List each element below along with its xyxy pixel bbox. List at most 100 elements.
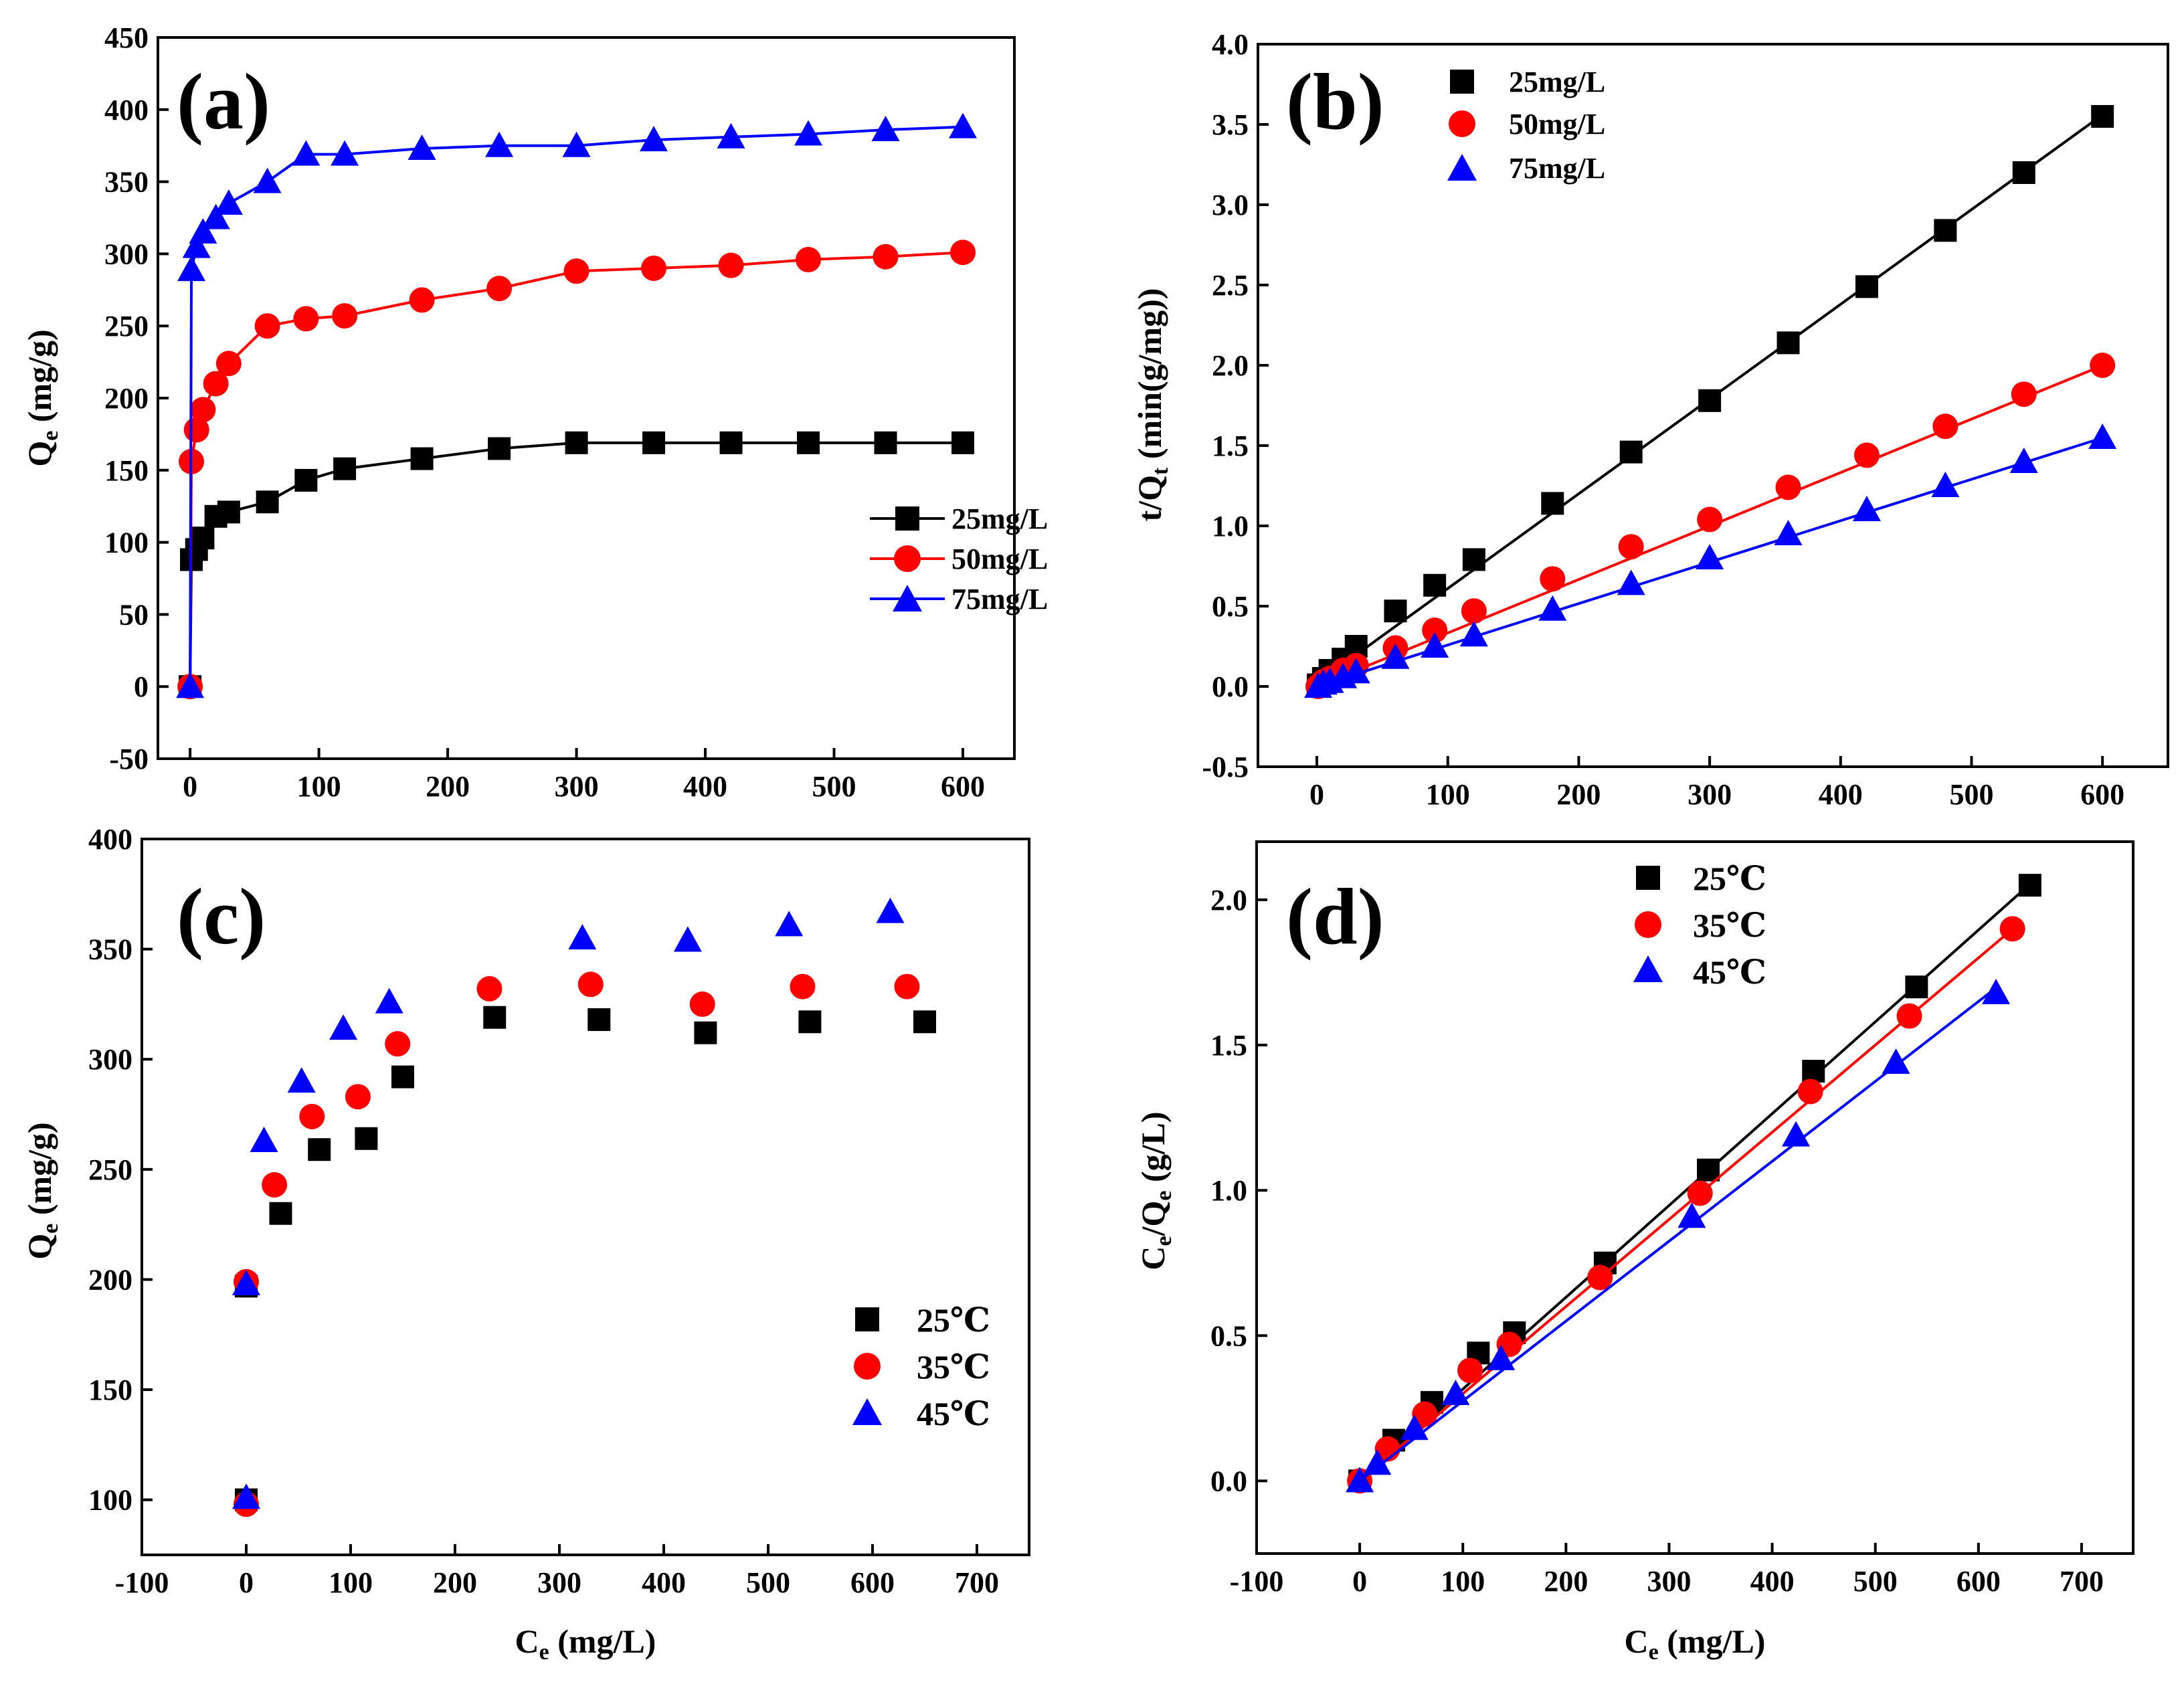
x-tick-label: 0 — [183, 770, 197, 803]
data-point-a-50mgl — [409, 287, 435, 313]
legend-c-marker-25 — [855, 1307, 879, 1331]
data-point-a-25mgl — [642, 431, 666, 454]
data-point-a-50mgl — [190, 397, 216, 423]
y-tick-label: 400 — [88, 823, 132, 856]
data-point-c-25 — [308, 1138, 331, 1161]
legend-b-label-50: 50mg/L — [1509, 108, 1605, 140]
data-point-d-45 — [1487, 1345, 1516, 1371]
x-tick-label: 700 — [2060, 1565, 2104, 1598]
legend-c-label-25: 25℃ — [917, 1301, 990, 1339]
legend-c-marker-35 — [854, 1353, 881, 1380]
data-point-a-75mgl — [794, 120, 823, 146]
panel-c-plot-frame — [141, 838, 1030, 1556]
x-tick-label: 400 — [683, 770, 727, 803]
data-point-d-35 — [1412, 1401, 1438, 1427]
y-tick-label: -50 — [109, 743, 149, 775]
data-point-b-25mgl — [1541, 492, 1564, 515]
data-point-c-25 — [269, 1202, 292, 1225]
data-point-b-75mgl — [1852, 496, 1881, 521]
y-tick-label: 300 — [104, 238, 149, 270]
data-point-c-45 — [250, 1127, 278, 1153]
y-tick-label: 0.0 — [1212, 670, 1249, 703]
x-tick-label: 0 — [239, 1566, 254, 1599]
data-point-a-25mgl — [294, 468, 318, 492]
y-tick-label: 300 — [88, 1043, 132, 1076]
data-point-b-75mgl — [1381, 643, 1410, 669]
data-point-c-25 — [694, 1021, 717, 1044]
data-point-a-50mgl — [718, 252, 744, 278]
data-point-a-25mgl — [719, 431, 743, 454]
data-point-c-45 — [287, 1067, 316, 1093]
y-tick-label: 200 — [104, 382, 149, 415]
data-point-b-25mgl — [1423, 573, 1447, 597]
data-point-a-75mgl — [253, 167, 282, 193]
panel-c-legend: 25℃ 35℃ 45℃ — [852, 1301, 990, 1432]
data-point-c-45 — [375, 988, 403, 1014]
data-point-a-25mgl — [191, 527, 215, 550]
data-point-c-45 — [329, 1014, 358, 1040]
data-point-d-45 — [1400, 1414, 1429, 1440]
data-point-a-50mgl — [563, 258, 589, 284]
legend-a-label-25: 25mg/L — [951, 502, 1048, 535]
legend-d-marker-25 — [1636, 866, 1660, 890]
data-point-a-75mgl — [292, 140, 321, 166]
data-point-b-50mgl — [1775, 474, 1801, 500]
y-tick-label: 1.0 — [1210, 1174, 1247, 1207]
y-tick-label: 100 — [104, 527, 149, 559]
data-point-b-75mgl — [2088, 424, 2117, 449]
data-point-c-35 — [689, 991, 715, 1017]
data-point-a-50mgl — [203, 371, 229, 397]
data-point-b-50mgl — [1932, 413, 1959, 440]
data-point-d-25 — [1697, 1158, 1720, 1182]
y-tick-label: 150 — [104, 454, 149, 487]
data-point-d-25 — [1905, 975, 1928, 999]
data-point-d-45 — [1346, 1467, 1374, 1493]
data-point-b-25mgl — [1384, 599, 1407, 623]
data-point-a-25mgl — [217, 500, 240, 524]
panel-c: -100 0 100 200 300 400 500 600 700 100 150 200 250 30… — [21, 823, 1030, 1665]
y-tick-label: 400 — [104, 94, 149, 126]
data-point-d-35 — [1999, 916, 2025, 942]
panel-d-marks: -100 0 100 200 300 400 500 600 700 0.0 0.5 1.0 1.5 2.… — [1210, 874, 2104, 1598]
legend-d-marker-35 — [1635, 911, 1661, 938]
data-point-b-50mgl — [2011, 381, 2037, 407]
data-point-a-75mgl — [407, 134, 436, 161]
data-point-a-50mgl — [641, 255, 667, 281]
data-point-a-75mgl — [189, 218, 217, 244]
x-tick-label: 200 — [1556, 778, 1601, 811]
data-point-a-75mgl — [201, 203, 230, 229]
data-point-c-45 — [232, 1483, 260, 1509]
data-point-a-25mgl — [256, 490, 279, 514]
series-line-a-75mgl — [189, 125, 964, 687]
data-point-b-50mgl — [2090, 353, 2116, 378]
data-point-d-35 — [1896, 1003, 1922, 1029]
panel-a-ylabel: Qe (mg/g) — [21, 329, 63, 466]
data-point-a-50mgl — [950, 240, 976, 266]
y-tick-label: 1.5 — [1212, 430, 1249, 462]
data-point-c-25 — [913, 1010, 936, 1034]
data-point-d-45 — [1882, 1048, 1910, 1074]
x-tick-label: 700 — [955, 1566, 999, 1599]
data-point-d-25 — [1802, 1060, 1825, 1083]
data-point-c-45 — [568, 924, 597, 950]
data-point-a-75mgl — [177, 256, 206, 282]
panel-c-ylabel: Qe (mg/g) — [21, 1122, 63, 1259]
x-tick-label: 0 — [1352, 1565, 1367, 1598]
legend-d-label-45: 45℃ — [1693, 953, 1766, 991]
data-point-c-45 — [775, 911, 804, 937]
data-point-b-25mgl — [1619, 440, 1643, 464]
y-tick-label: 100 — [88, 1484, 132, 1517]
data-point-a-75mgl — [871, 115, 900, 141]
data-point-c-45 — [673, 926, 702, 952]
legend-a-marker-75 — [893, 585, 922, 612]
y-tick-label: 250 — [88, 1153, 132, 1186]
x-tick-label: 100 — [329, 1566, 373, 1599]
panel-b: 0 100 200 300 400 500 600 -0.5 0.0 0.5 1.0 1.5 2.0 2.… — [1131, 28, 2169, 811]
data-point-c-35 — [476, 975, 503, 1002]
data-point-a-75mgl — [182, 232, 211, 258]
panel-b-label: (b) — [1286, 57, 1384, 146]
x-tick-label: 100 — [297, 770, 341, 803]
data-point-c-25 — [483, 1006, 507, 1029]
legend-d-label-25: 25℃ — [1693, 860, 1766, 897]
y-tick-label: 0.5 — [1212, 590, 1249, 623]
